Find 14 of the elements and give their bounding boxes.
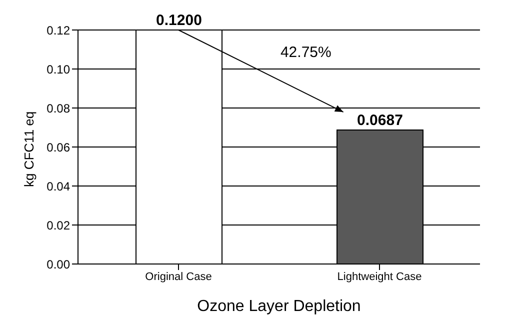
- x-tick-label: Original Case: [145, 270, 212, 283]
- y-tick-label: 0.04: [46, 179, 70, 194]
- x-tick-label: Lightweight Case: [337, 270, 422, 283]
- y-tick-label: 0.12: [46, 23, 70, 38]
- data-label: 0.0687: [357, 112, 403, 130]
- x-axis-title: Ozone Layer Depletion: [196, 298, 362, 316]
- y-tick-label: 0.02: [46, 218, 70, 232]
- y-axis-title: kg CFC11 eq: [22, 111, 37, 187]
- y-tick-label: 0.06: [46, 140, 70, 154]
- y-tick-label: 0.10: [46, 62, 70, 76]
- data-label: 0.1200: [156, 12, 202, 29]
- annotation: 42.75%: [280, 44, 332, 62]
- y-tick-label: 0.00: [46, 257, 70, 272]
- y-tick-label: 0.08: [46, 101, 70, 116]
